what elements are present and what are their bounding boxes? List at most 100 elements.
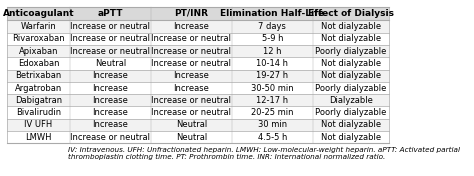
FancyBboxPatch shape	[232, 106, 313, 119]
Text: Not dialyzable: Not dialyzable	[321, 133, 381, 142]
Text: Increase: Increase	[92, 83, 128, 93]
Text: 5-9 h: 5-9 h	[262, 34, 283, 43]
Text: Neutral: Neutral	[176, 133, 207, 142]
FancyBboxPatch shape	[7, 94, 70, 106]
Text: 30 min: 30 min	[258, 120, 287, 130]
FancyBboxPatch shape	[70, 106, 151, 119]
FancyBboxPatch shape	[313, 57, 389, 70]
FancyBboxPatch shape	[151, 82, 232, 94]
Text: 4.5-5 h: 4.5-5 h	[257, 133, 287, 142]
Text: Increase: Increase	[92, 71, 128, 80]
FancyBboxPatch shape	[313, 70, 389, 82]
Text: Not dialyzable: Not dialyzable	[321, 71, 381, 80]
FancyBboxPatch shape	[70, 45, 151, 57]
FancyBboxPatch shape	[151, 33, 232, 45]
Text: Apixaban: Apixaban	[18, 47, 58, 56]
Text: Increase or neutral: Increase or neutral	[70, 34, 150, 43]
FancyBboxPatch shape	[70, 57, 151, 70]
Text: 12-17 h: 12-17 h	[256, 96, 288, 105]
FancyBboxPatch shape	[151, 70, 232, 82]
FancyBboxPatch shape	[313, 94, 389, 106]
FancyBboxPatch shape	[70, 82, 151, 94]
Text: Increase: Increase	[173, 22, 209, 31]
Text: Not dialyzable: Not dialyzable	[321, 59, 381, 68]
FancyBboxPatch shape	[313, 131, 389, 143]
FancyBboxPatch shape	[232, 119, 313, 131]
FancyBboxPatch shape	[232, 20, 313, 33]
FancyBboxPatch shape	[7, 33, 70, 45]
FancyBboxPatch shape	[313, 106, 389, 119]
Text: Poorly dialyzable: Poorly dialyzable	[315, 83, 387, 93]
Text: Dabigatran: Dabigatran	[15, 96, 62, 105]
Text: Effect of Dialysis: Effect of Dialysis	[308, 9, 394, 18]
Text: aPTT: aPTT	[98, 9, 123, 18]
Text: IV UFH: IV UFH	[24, 120, 53, 130]
Text: LMWH: LMWH	[25, 133, 52, 142]
FancyBboxPatch shape	[151, 57, 232, 70]
Text: Dialyzable: Dialyzable	[329, 96, 373, 105]
Text: Neutral: Neutral	[176, 120, 207, 130]
FancyBboxPatch shape	[232, 7, 313, 20]
FancyBboxPatch shape	[70, 7, 151, 20]
FancyBboxPatch shape	[7, 106, 70, 119]
Text: PT/INR: PT/INR	[174, 9, 208, 18]
FancyBboxPatch shape	[232, 131, 313, 143]
Text: Increase or neutral: Increase or neutral	[151, 34, 231, 43]
Text: Increase or neutral: Increase or neutral	[70, 133, 150, 142]
Text: Elimination Half-Life: Elimination Half-Life	[220, 9, 324, 18]
Text: Increase: Increase	[173, 83, 209, 93]
Text: Rivaroxaban: Rivaroxaban	[12, 34, 65, 43]
Text: Betrixaban: Betrixaban	[15, 71, 62, 80]
Text: Edoxaban: Edoxaban	[18, 59, 59, 68]
FancyBboxPatch shape	[70, 33, 151, 45]
Text: Increase: Increase	[173, 71, 209, 80]
FancyBboxPatch shape	[232, 45, 313, 57]
FancyBboxPatch shape	[232, 57, 313, 70]
Text: Increase or neutral: Increase or neutral	[70, 47, 150, 56]
Text: 19-27 h: 19-27 h	[256, 71, 288, 80]
Text: Poorly dialyzable: Poorly dialyzable	[315, 108, 387, 117]
FancyBboxPatch shape	[7, 119, 70, 131]
FancyBboxPatch shape	[7, 131, 70, 143]
FancyBboxPatch shape	[7, 70, 70, 82]
Text: Anticoagulant: Anticoagulant	[3, 9, 74, 18]
FancyBboxPatch shape	[70, 70, 151, 82]
FancyBboxPatch shape	[7, 20, 70, 33]
FancyBboxPatch shape	[151, 45, 232, 57]
FancyBboxPatch shape	[313, 45, 389, 57]
Text: Argatroban: Argatroban	[15, 83, 62, 93]
Text: 30-50 min: 30-50 min	[251, 83, 293, 93]
Text: 12 h: 12 h	[263, 47, 282, 56]
Text: Increase or neutral: Increase or neutral	[151, 96, 231, 105]
FancyBboxPatch shape	[7, 45, 70, 57]
FancyBboxPatch shape	[313, 7, 389, 20]
FancyBboxPatch shape	[313, 82, 389, 94]
Text: Increase: Increase	[92, 108, 128, 117]
FancyBboxPatch shape	[7, 57, 70, 70]
FancyBboxPatch shape	[232, 82, 313, 94]
FancyBboxPatch shape	[7, 7, 70, 20]
FancyBboxPatch shape	[151, 7, 232, 20]
FancyBboxPatch shape	[313, 33, 389, 45]
Text: Not dialyzable: Not dialyzable	[321, 34, 381, 43]
Text: Not dialyzable: Not dialyzable	[321, 22, 381, 31]
Text: Increase or neutral: Increase or neutral	[70, 22, 150, 31]
Text: Increase or neutral: Increase or neutral	[151, 108, 231, 117]
FancyBboxPatch shape	[151, 94, 232, 106]
FancyBboxPatch shape	[313, 119, 389, 131]
Text: Poorly dialyzable: Poorly dialyzable	[315, 47, 387, 56]
FancyBboxPatch shape	[70, 131, 151, 143]
Text: Neutral: Neutral	[95, 59, 126, 68]
FancyBboxPatch shape	[70, 20, 151, 33]
Text: Increase or neutral: Increase or neutral	[151, 47, 231, 56]
Text: Increase or neutral: Increase or neutral	[151, 59, 231, 68]
FancyBboxPatch shape	[151, 131, 232, 143]
FancyBboxPatch shape	[151, 20, 232, 33]
Text: Increase: Increase	[92, 120, 128, 130]
Text: 10-14 h: 10-14 h	[256, 59, 288, 68]
FancyBboxPatch shape	[232, 94, 313, 106]
Text: 7 days: 7 days	[258, 22, 286, 31]
FancyBboxPatch shape	[151, 106, 232, 119]
FancyBboxPatch shape	[7, 82, 70, 94]
FancyBboxPatch shape	[70, 119, 151, 131]
